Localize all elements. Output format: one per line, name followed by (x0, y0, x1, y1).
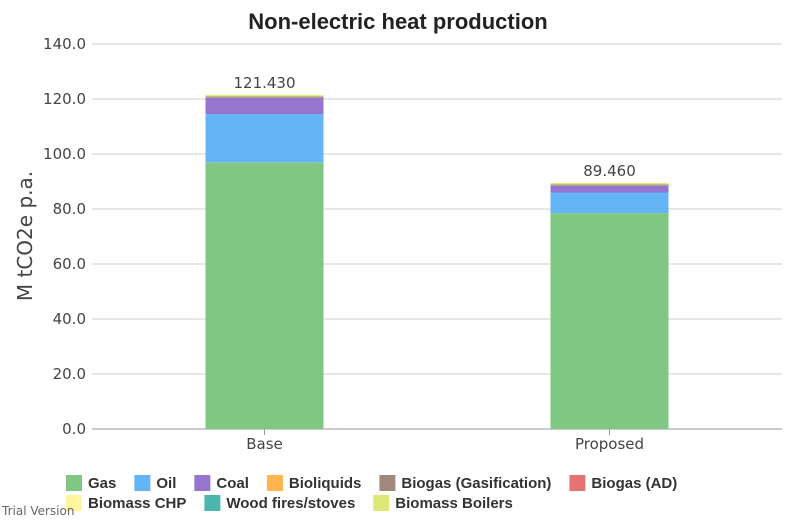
y-tick-label: 60.0 (53, 255, 86, 273)
legend: Gas Oil Coal Bioliquids Biogas (Gasification… (66, 475, 677, 512)
legend-swatch (134, 475, 151, 491)
legend-swatch (569, 475, 586, 491)
bar-segment-coal (205, 97, 324, 115)
legend-label: Biomass CHP (88, 495, 186, 512)
legend-label: Bioliquids (289, 475, 362, 492)
total-labels: 121.430 89.460 (233, 74, 635, 180)
bar-segment-biogas-ad- (205, 96, 324, 98)
legend-swatch (66, 475, 82, 491)
bar-segment-biogas-ad- (550, 184, 669, 186)
bar-segment-wood-fires-stoves (550, 183, 669, 185)
y-tick-label: 20.0 (53, 365, 86, 383)
total-label: 121.430 (233, 74, 295, 92)
legend-swatch (266, 475, 283, 491)
gridlines (92, 43, 782, 430)
legend-label: Oil (156, 475, 176, 492)
y-tick-label: 140.0 (43, 35, 86, 53)
bar-segment-gas (550, 213, 669, 429)
chart-title: Non-electric heat production (248, 9, 547, 34)
y-tick-label: 80.0 (53, 200, 86, 218)
y-axis-label: M tCO2e p.a. (13, 171, 37, 301)
bar-segment-coal (550, 185, 669, 193)
y-tick-label: 120.0 (43, 90, 86, 108)
y-tick-label: 100.0 (43, 145, 86, 163)
legend-swatch (373, 495, 390, 511)
x-tick-labels: Base Proposed (246, 429, 644, 453)
bar-segment-wood-fires-stoves (205, 95, 324, 97)
trial-watermark: Trial Version (2, 504, 75, 518)
legend-label: Wood fires/stoves (226, 495, 355, 512)
y-tick-label: 0.0 (62, 420, 86, 438)
bar-segment-biomass-boilers (550, 182, 669, 184)
bar-segment-oil (550, 192, 669, 214)
x-tick-label: Proposed (575, 435, 644, 453)
x-tick-label: Base (246, 435, 283, 453)
y-tick-labels: 0.0 20.0 40.0 60.0 80.0 100.0 120.0 140.0 (43, 35, 86, 438)
y-tick-label: 40.0 (53, 310, 86, 328)
legend-label: Biogas (AD) (591, 475, 677, 492)
bar-stacks (205, 95, 669, 429)
total-label: 89.460 (583, 162, 636, 180)
legend-label: Coal (216, 475, 249, 492)
bar-segment-biomass-boilers (205, 95, 324, 96)
legend-label: Gas (88, 475, 116, 492)
bar-segment-oil (205, 114, 324, 163)
legend-label: Biomass Boilers (395, 495, 513, 512)
legend-swatch (66, 495, 82, 511)
legend-label: Biogas (Gasification) (401, 475, 551, 492)
legend-swatch (194, 475, 211, 491)
legend-swatch (204, 495, 221, 511)
bar-segment-gas (205, 162, 324, 429)
legend-swatch (379, 475, 396, 491)
